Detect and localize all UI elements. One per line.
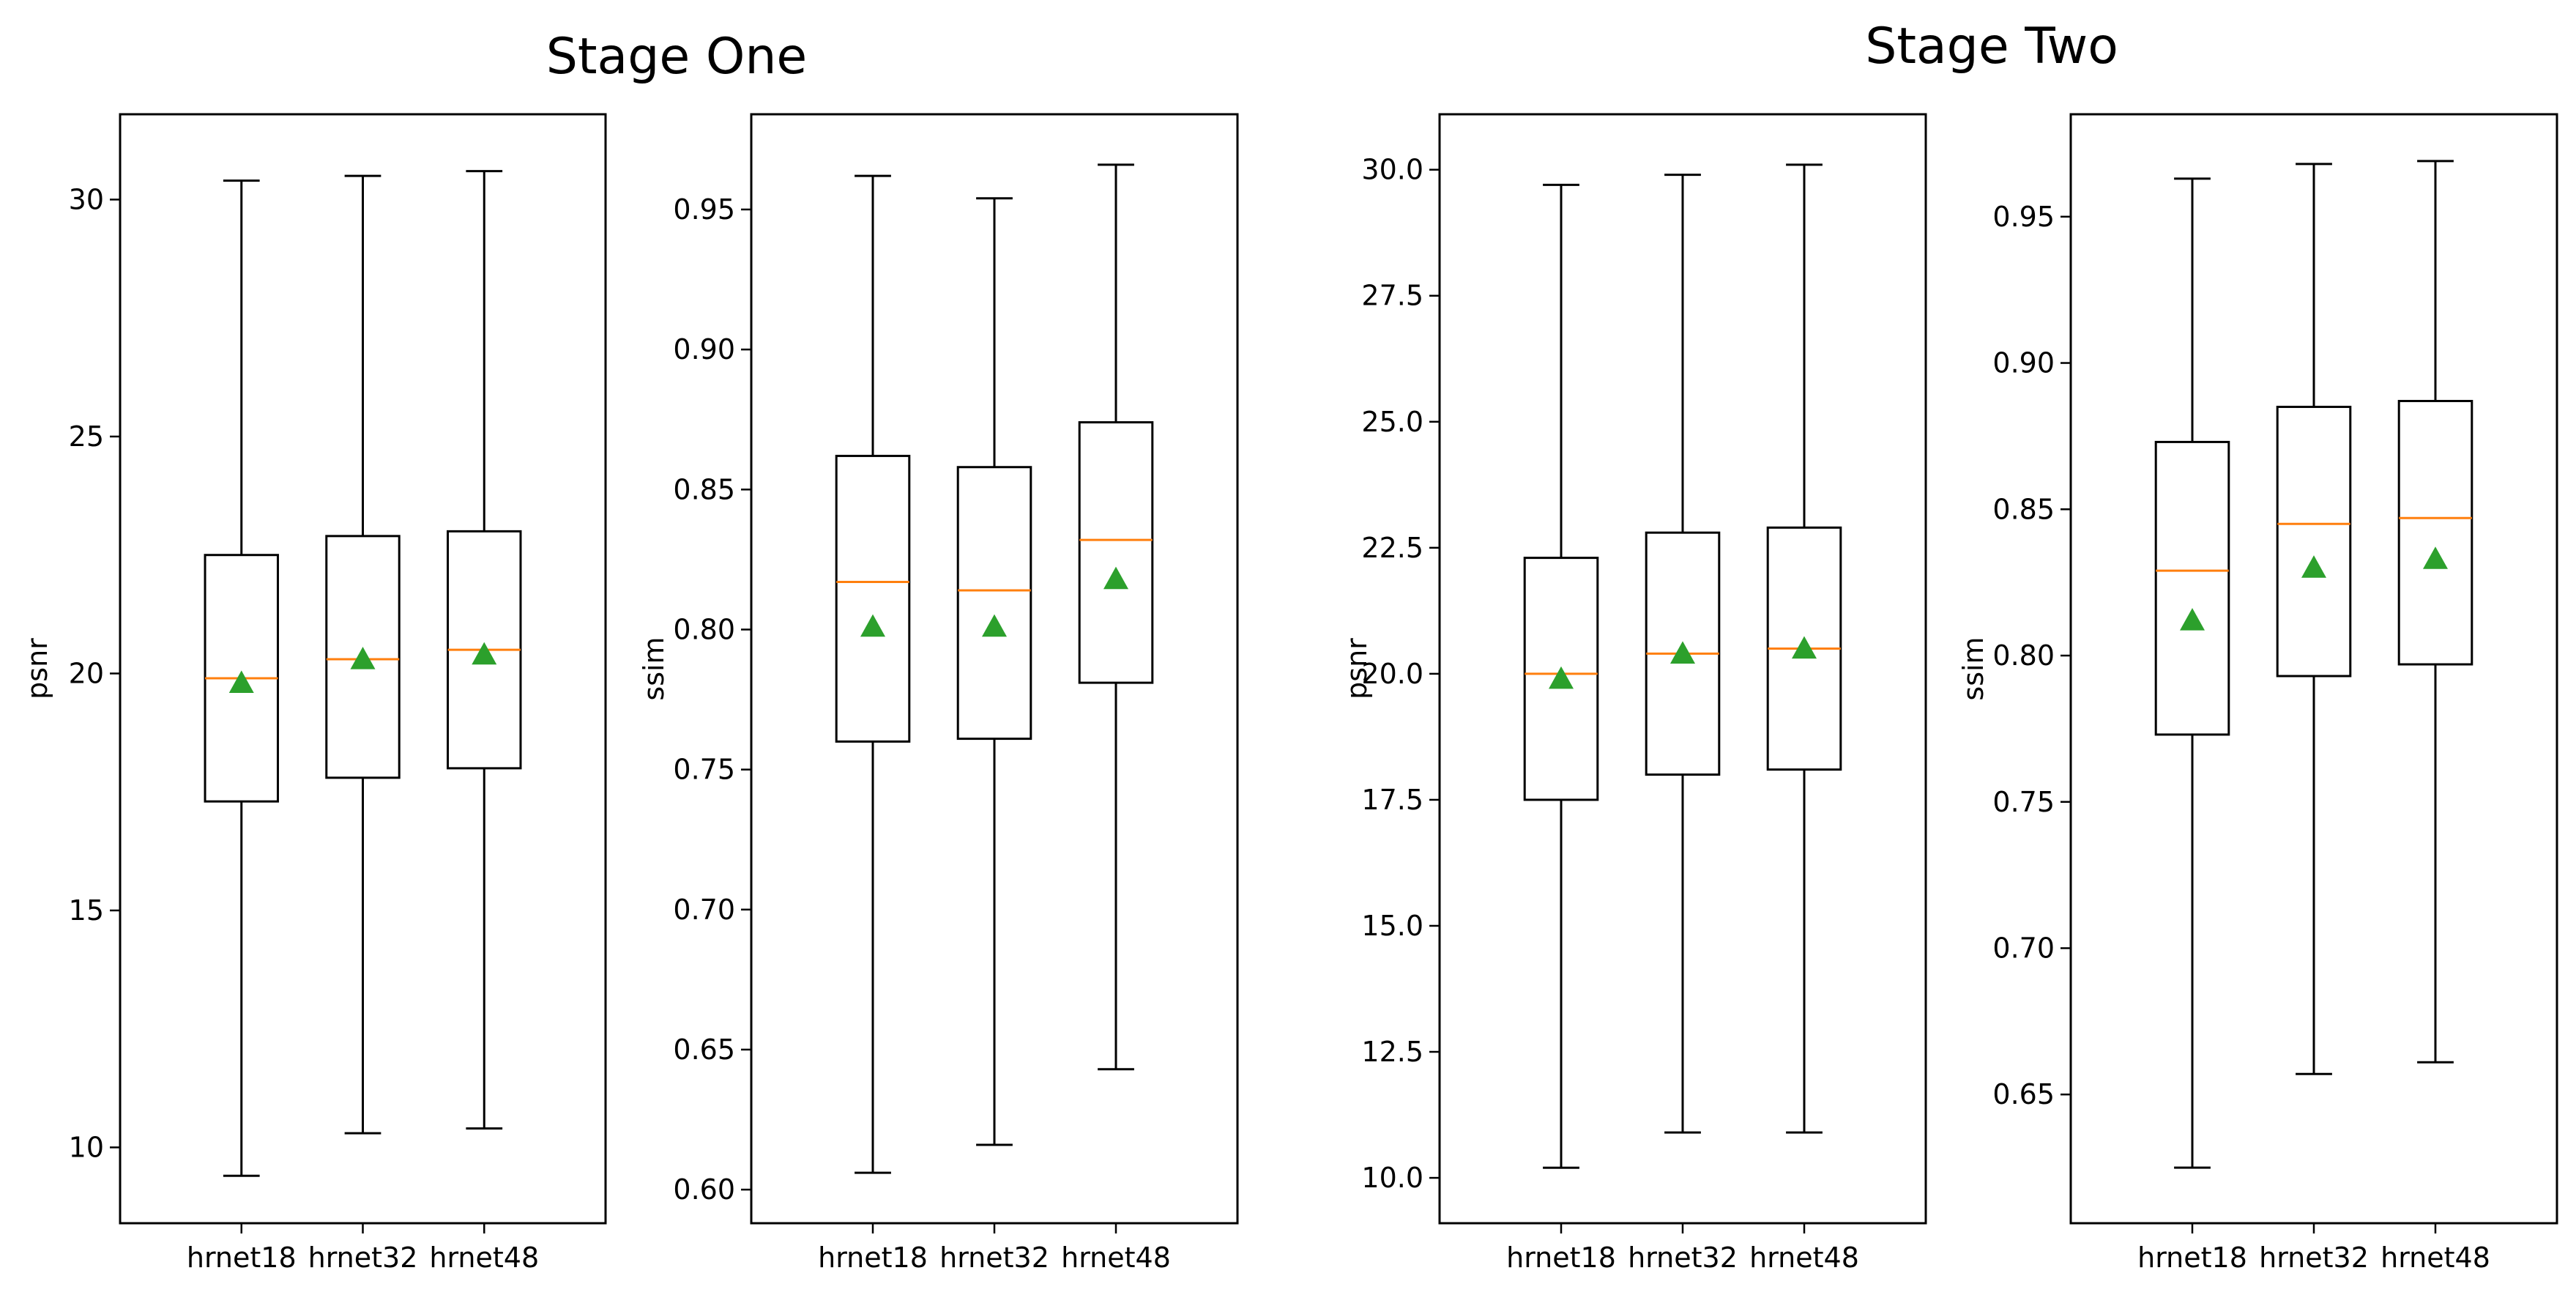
x-tick-label: hrnet48 — [2380, 1242, 2490, 1274]
x-tick-label: hrnet32 — [308, 1242, 418, 1274]
box-hrnet18 — [2154, 177, 2230, 1169]
y-tick-label: 0.75 — [1992, 786, 2055, 818]
x-tick-label: hrnet18 — [1506, 1242, 1616, 1274]
y-tick-label: 0.80 — [1992, 639, 2055, 672]
x-tick-label: hrnet18 — [818, 1242, 928, 1274]
y-tick-label: 0.90 — [673, 333, 735, 366]
y-tick-label: 0.65 — [1992, 1078, 2055, 1110]
mean-marker — [1103, 566, 1128, 590]
stage-one-title: Stage One — [546, 28, 808, 86]
y-tick-label: 10 — [69, 1131, 104, 1163]
box-hrnet18 — [1523, 183, 1599, 1169]
mean-marker — [1549, 666, 1574, 689]
box-hrnet48 — [447, 170, 522, 1130]
iqr-box — [956, 466, 1032, 741]
x-tick-label: hrnet48 — [1061, 1242, 1171, 1274]
axes-frame — [1438, 113, 1927, 1225]
mean-marker — [2423, 546, 2448, 569]
box-hrnet32 — [956, 197, 1032, 1146]
iqr-box — [2276, 405, 2352, 678]
x-tick-label: hrnet32 — [2259, 1242, 2369, 1274]
x-tick-label: hrnet18 — [2137, 1242, 2247, 1274]
y-tick-label: 0.95 — [673, 193, 735, 226]
axes-frame — [750, 113, 1239, 1225]
mean-marker — [1792, 636, 1817, 659]
chart-panel-3: 10.0 12.5 15.0 17.5 20.0 22.5 25.0 27.5 30.0 psnr… — [1341, 113, 1927, 1274]
box-hrnet48 — [2397, 160, 2473, 1064]
x-tick-label: hrnet32 — [1628, 1242, 1738, 1274]
x-tick-label: hrnet48 — [1749, 1242, 1859, 1274]
x-tick-label: hrnet48 — [429, 1242, 539, 1274]
y-tick-label: 0.70 — [673, 894, 735, 926]
axes-frame — [119, 113, 607, 1225]
y-tick-label: 30.0 — [1361, 154, 1423, 186]
iqr-box — [1523, 557, 1599, 801]
iqr-box — [1078, 421, 1154, 684]
y-tick-label: 0.75 — [673, 754, 735, 786]
box-hrnet32 — [2276, 163, 2352, 1075]
box-hrnet48 — [1766, 163, 1842, 1134]
mean-marker — [2301, 555, 2326, 578]
y-tick-label: 25 — [69, 420, 104, 453]
y-tick-label: 10.0 — [1361, 1162, 1423, 1194]
iqr-box — [835, 454, 911, 743]
y-tick-label: 22.5 — [1361, 532, 1423, 564]
axes-frame — [2069, 113, 2558, 1225]
y-tick-label: 25.0 — [1361, 406, 1423, 438]
chart-panel-1: 10 15 20 25 30 psnr hrnet18 hrnet32 hrnet48 — [21, 113, 607, 1274]
mean-marker — [472, 642, 497, 665]
y-tick-label: 0.65 — [673, 1034, 735, 1066]
y-tick-label: 0.95 — [1992, 201, 2055, 233]
iqr-box — [2397, 399, 2473, 666]
y-tick-label: 0.60 — [673, 1173, 735, 1206]
y-tick-label: 15 — [69, 894, 104, 927]
mean-marker — [982, 614, 1007, 637]
box-hrnet32 — [325, 174, 401, 1135]
y-tick-label: 17.5 — [1361, 784, 1423, 816]
y-tick-label: 0.70 — [1992, 932, 2055, 964]
box-hrnet18 — [204, 179, 279, 1177]
box-hrnet48 — [1078, 163, 1154, 1071]
iqr-box — [2154, 440, 2230, 736]
y-tick-label: 27.5 — [1361, 280, 1423, 312]
y-tick-label: 0.90 — [1992, 347, 2055, 379]
x-tick-label: hrnet18 — [187, 1242, 297, 1274]
chart-panel-4: 0.65 0.70 0.75 0.80 0.85 0.90 0.95 ssim hrnet18 h… — [1957, 113, 2558, 1274]
y-tick-label: 15.0 — [1361, 910, 1423, 942]
mean-marker — [860, 614, 885, 637]
y-axis-label: psnr — [1341, 638, 1373, 700]
y-tick-label: 0.85 — [673, 473, 735, 505]
y-tick-label: 0.85 — [1992, 493, 2055, 525]
box-hrnet32 — [1645, 174, 1721, 1134]
stage-two-title: Stage Two — [1865, 18, 2118, 75]
mean-marker — [1670, 641, 1695, 664]
y-tick-label: 20 — [69, 657, 104, 689]
y-tick-label: 12.5 — [1361, 1036, 1423, 1068]
y-tick-label: 20.0 — [1361, 658, 1423, 690]
mean-marker — [2180, 608, 2205, 631]
box-hrnet18 — [835, 174, 911, 1174]
y-tick-label: 0.80 — [673, 613, 735, 645]
y-axis-label: ssim — [638, 637, 670, 700]
chart-panel-2: 0.60 0.65 0.70 0.75 0.80 0.85 0.90 0.95 ssim hrne… — [638, 113, 1239, 1274]
y-axis-label: ssim — [1957, 637, 1989, 700]
mean-marker — [228, 670, 254, 694]
y-tick-label: 30 — [69, 183, 104, 215]
iqr-box — [325, 535, 401, 779]
y-axis-label: psnr — [21, 638, 53, 700]
mean-marker — [350, 647, 376, 669]
x-tick-label: hrnet32 — [939, 1242, 1049, 1274]
